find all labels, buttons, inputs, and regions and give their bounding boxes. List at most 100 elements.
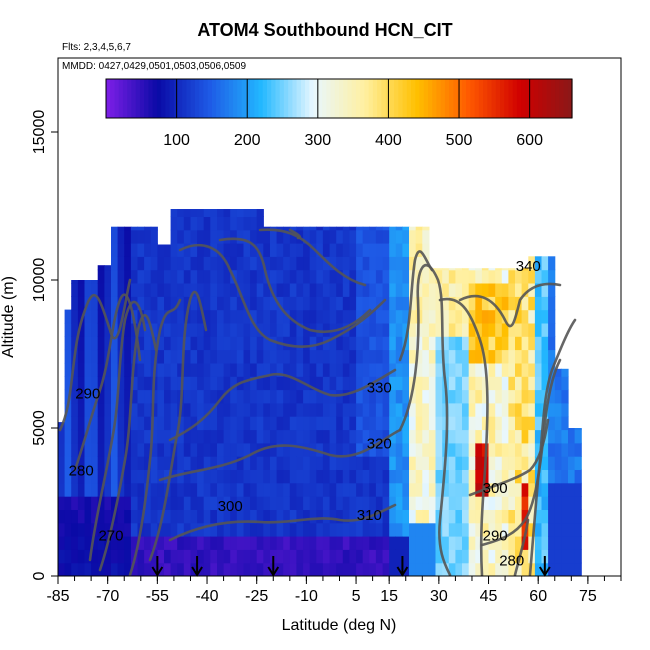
heatmap-cell: [356, 562, 364, 576]
heatmap-cell: [197, 442, 205, 457]
heatmap-cell: [183, 416, 191, 431]
heatmap-cell: [488, 549, 496, 564]
heatmap-cell: [104, 362, 112, 377]
contour-line: [158, 428, 402, 482]
heatmap-cell: [256, 469, 264, 484]
heatmap-cell: [177, 549, 185, 564]
heatmap-cell: [97, 269, 105, 284]
heatmap-cell: [130, 522, 139, 537]
heatmap-cell: [389, 482, 397, 497]
heatmap-cell: [164, 429, 172, 444]
heatmap-cell: [548, 349, 556, 364]
heatmap-cell: [137, 322, 145, 337]
heatmap-cell: [488, 496, 496, 510]
colorbar-segment: [152, 79, 158, 118]
heatmap-cell: [475, 309, 483, 324]
heatmap-cell: [197, 243, 205, 257]
heatmap-cell: [84, 362, 92, 377]
heatmap-cell: [508, 402, 516, 417]
heatmap-cell: [382, 349, 390, 364]
heatmap-cell: [435, 268, 443, 271]
heatmap-cell: [130, 229, 139, 244]
heatmap-cell: [270, 229, 278, 244]
heatmap-cell: [164, 456, 172, 470]
heatmap-cell: [442, 509, 450, 524]
heatmap-cell: [554, 469, 562, 484]
heatmap-cell: [402, 376, 410, 391]
heatmap-cell: [77, 296, 86, 311]
heatmap-cell: [475, 562, 483, 576]
heatmap-cell: [382, 362, 390, 377]
colorbar-segment: [411, 79, 416, 118]
x-tick-label: -85: [46, 588, 69, 605]
heatmap-cell: [144, 429, 152, 444]
heatmap-cell: [144, 243, 152, 257]
heatmap-cell: [395, 226, 403, 231]
heatmap-cell: [71, 416, 79, 431]
heatmap-cell: [296, 389, 304, 404]
heatmap-cell: [448, 296, 456, 311]
heatmap-cell: [150, 429, 158, 444]
contour-line: [468, 418, 550, 497]
heatmap-cell: [342, 562, 350, 576]
y-axis-label: Altitude (m): [0, 276, 17, 358]
heatmap-cell: [164, 562, 172, 576]
heatmap-cell: [342, 256, 350, 271]
heatmap-cell: [197, 522, 205, 537]
heatmap-cell: [435, 442, 443, 457]
colorbar-segment: [555, 79, 560, 118]
heatmap-cell: [144, 256, 152, 271]
heatmap-cell: [124, 322, 132, 337]
heatmap-cell: [369, 309, 377, 324]
colorbar-segment: [351, 79, 357, 118]
heatmap-cell: [197, 482, 205, 497]
heatmap-cell: [528, 362, 536, 377]
heatmap-cell: [316, 376, 324, 391]
heatmap-cell: [316, 442, 324, 457]
profile-marker: [538, 556, 551, 577]
heatmap-cell: [448, 336, 456, 351]
heatmap-cell: [415, 496, 423, 510]
heatmap-cell: [415, 442, 423, 457]
profile-marker-head: [396, 566, 409, 577]
heatmap-cell: [236, 429, 244, 444]
heatmap-cell: [448, 416, 456, 431]
heatmap-cell: [415, 349, 423, 364]
heatmap-cell: [243, 322, 251, 337]
heatmap-cell: [236, 549, 244, 564]
heatmap-cell: [170, 456, 178, 470]
heatmap-cell: [389, 296, 397, 311]
heatmap-cell: [309, 549, 317, 564]
heatmap-cell: [263, 283, 271, 297]
colorbar-segment: [241, 79, 247, 118]
heatmap-cell: [362, 336, 370, 351]
profile-marker-head: [267, 566, 280, 577]
heatmap-cell: [91, 562, 99, 576]
heatmap-cell: [77, 549, 86, 564]
heatmap-cell: [170, 522, 178, 537]
heatmap-cell: [356, 376, 364, 391]
heatmap-cell: [508, 389, 516, 404]
heatmap-cell: [124, 229, 132, 244]
heatmap-cell: [64, 496, 72, 510]
colorbar-segment: [118, 79, 124, 118]
heatmap-cell: [362, 522, 370, 537]
contour-label: 340: [516, 258, 541, 275]
heatmap-cell: [183, 336, 191, 351]
heatmap-cell: [236, 362, 244, 377]
x-tick-label: 15: [380, 588, 398, 605]
heatmap-cell: [375, 322, 384, 337]
colorbar-segment: [512, 79, 518, 118]
heatmap-cell: [137, 349, 145, 364]
heatmap-cell: [382, 469, 390, 484]
x-axis-label: Latitude (deg N): [282, 617, 397, 634]
heatmap-cell: [203, 269, 211, 284]
heatmap-cell: [455, 442, 463, 457]
heatmap-cell: [554, 536, 562, 550]
heatmap-cell: [309, 416, 317, 431]
heatmap-cell: [362, 469, 370, 484]
heatmap-cell: [356, 496, 364, 510]
heatmap-cell: [428, 269, 437, 284]
